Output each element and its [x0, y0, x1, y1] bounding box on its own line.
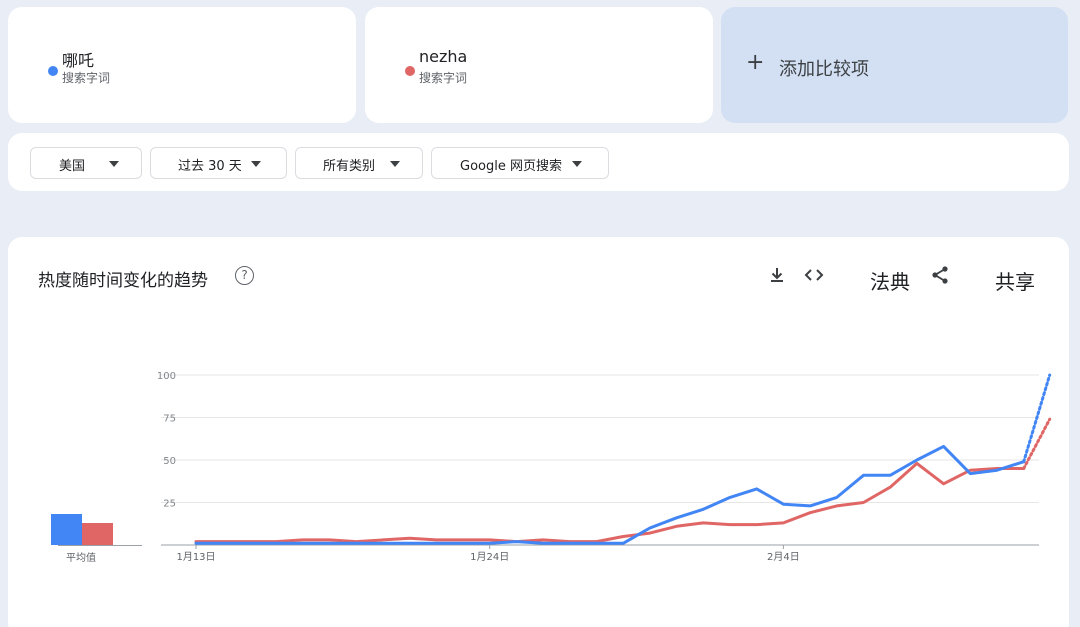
y-tick-label: 50	[163, 456, 176, 467]
filter-category[interactable]: 所有类别	[295, 147, 423, 179]
filter-timerange[interactable]: 过去 30 天	[150, 147, 287, 179]
term-subtitle: 搜索字词	[62, 71, 111, 85]
filter-timerange-label: 过去 30 天	[178, 159, 242, 174]
average-bar-nezha	[82, 522, 113, 545]
filter-search-type[interactable]: Google 网页搜索	[431, 147, 609, 179]
term-color-dot	[405, 66, 415, 76]
filter-category-label: 所有类别	[323, 159, 376, 174]
filter-region-label: 美国	[59, 159, 86, 174]
interest-line-chart: 25 50 75 100 1月13日 1月24日 2月4日	[157, 371, 1052, 563]
term-color-dot	[48, 66, 58, 76]
term-name: 哪吒	[62, 51, 95, 70]
embed-icon[interactable]	[803, 265, 825, 285]
average-bar-naza	[51, 514, 82, 545]
x-tick-label: 2月4日	[767, 551, 800, 563]
dropdown-caret-icon	[109, 161, 119, 167]
average-label: 平均值	[66, 553, 96, 564]
term-card-naza[interactable]: 哪吒 搜索字词	[8, 7, 356, 123]
dropdown-caret-icon	[251, 161, 261, 167]
y-tick-label: 100	[157, 371, 176, 382]
term-name: nezha	[419, 47, 468, 66]
term-card-nezha[interactable]: nezha 搜索字词	[365, 7, 713, 123]
dropdown-caret-icon	[572, 161, 582, 167]
filter-bar: 美国 过去 30 天 所有类别 Google 网页搜索	[8, 133, 1069, 191]
help-icon[interactable]: ?	[235, 266, 254, 285]
interest-over-time-card: 热度随时间变化的趋势 ? 法典 共享 平均值 25 50 75 100 1月13日 1月2…	[8, 237, 1069, 627]
embed-label[interactable]: 法典	[870, 270, 910, 294]
series-line-naza	[194, 444, 1026, 545]
dropdown-caret-icon	[390, 161, 400, 167]
x-tick-label: 1月24日	[470, 551, 509, 563]
term-subtitle: 搜索字词	[419, 71, 468, 85]
add-comparison-button[interactable]: + 添加比较项	[721, 7, 1068, 123]
y-tick-label: 75	[163, 414, 176, 425]
x-tick-label: 1月13日	[176, 551, 215, 563]
share-label[interactable]: 共享	[995, 270, 1035, 294]
filter-region[interactable]: 美国	[30, 147, 142, 179]
y-tick-label: 25	[163, 499, 176, 510]
filter-search-type-label: Google 网页搜索	[460, 159, 562, 174]
section-title: 热度随时间变化的趋势	[38, 271, 208, 291]
plus-icon: +	[746, 50, 765, 75]
average-axis	[58, 545, 142, 546]
share-icon[interactable]	[930, 265, 950, 285]
partial-data-line-naza	[1022, 373, 1052, 464]
download-icon[interactable]	[767, 265, 787, 285]
partial-data-line-nezha	[1022, 417, 1052, 470]
series-line-nezha	[194, 461, 1026, 544]
add-comparison-label: 添加比较项	[779, 59, 869, 80]
